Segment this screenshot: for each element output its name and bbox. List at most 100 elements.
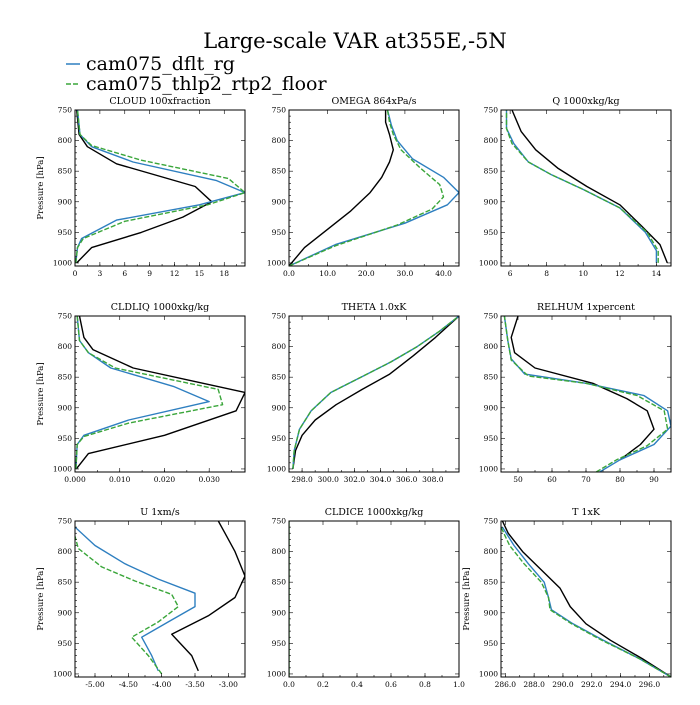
y-tick-label: 800 bbox=[272, 547, 287, 556]
x-tick-label: 30.0 bbox=[397, 269, 414, 278]
y-axis-label: Pressure [hPa] bbox=[36, 567, 46, 630]
x-tick-label: 292.0 bbox=[581, 680, 603, 689]
y-tick-label: 900 bbox=[484, 197, 499, 206]
series-line-3 bbox=[75, 316, 224, 469]
panel-title: CLOUD 100xfraction bbox=[109, 96, 210, 107]
panel-6: RELHUM 1xpercent 50 60 70 80 90 750 800 850 900 95… bbox=[479, 302, 672, 484]
x-tick-label: -4.50 bbox=[119, 680, 138, 689]
series-line-2 bbox=[501, 526, 671, 677]
y-tick-label: 950 bbox=[272, 639, 287, 648]
x-tick-label: 0.2 bbox=[317, 680, 329, 689]
y-tick-label: 1000 bbox=[53, 669, 72, 678]
x-tick-label: 10.0 bbox=[319, 269, 336, 278]
y-tick-label: 900 bbox=[484, 608, 499, 617]
y-tick-label: 750 bbox=[272, 517, 287, 526]
series-line-3 bbox=[292, 316, 459, 469]
x-tick-label: 290.0 bbox=[552, 680, 574, 689]
series-line-3 bbox=[503, 316, 669, 472]
series-line-1 bbox=[510, 316, 655, 461]
y-tick-label: 750 bbox=[484, 312, 499, 321]
y-tick-label: 950 bbox=[58, 434, 73, 443]
y-tick-label: 750 bbox=[58, 517, 73, 526]
panel-4: CLDLIQ 1000xkg/kg Pressure [hPa] 0.000 0.01… bbox=[36, 302, 246, 484]
x-tick-label: 70 bbox=[581, 475, 591, 484]
y-tick-label: 750 bbox=[58, 106, 73, 115]
x-tick-label: 50 bbox=[513, 475, 523, 484]
y-tick-label: 750 bbox=[484, 106, 499, 115]
y-tick-label: 900 bbox=[272, 403, 287, 412]
x-tick-label: 6 bbox=[508, 269, 513, 278]
series-line-1 bbox=[292, 316, 459, 469]
panel-8: CLDICE 1000xkg/kg 0.0 0.2 0.4 0.6 0.8 1.0 750 80… bbox=[267, 507, 465, 689]
x-tick-label: 0.000 bbox=[64, 475, 86, 484]
y-tick-label: 750 bbox=[272, 312, 287, 321]
y-tick-label: 800 bbox=[58, 342, 73, 351]
series-line-3 bbox=[289, 110, 445, 266]
x-tick-label: 302.0 bbox=[344, 475, 366, 484]
panel-7: U 1xm/s Pressure [hPa] -5.00 -4.50 -4.00 -3.5… bbox=[36, 507, 246, 689]
x-tick-label: 0.0 bbox=[283, 680, 295, 689]
x-tick-label: -4.00 bbox=[152, 680, 171, 689]
panel-title: CLDLIQ 1000xkg/kg bbox=[111, 302, 209, 313]
y-tick-label: 850 bbox=[58, 167, 73, 176]
x-tick-label: 0 bbox=[73, 269, 78, 278]
series-line-2 bbox=[505, 110, 658, 263]
x-tick-label: 296.0 bbox=[639, 680, 661, 689]
x-tick-label: 294.0 bbox=[610, 680, 632, 689]
plot-frame bbox=[74, 315, 246, 473]
legend-label-floor: cam075_thlp2_rtp2_floor bbox=[86, 73, 327, 95]
y-tick-label: 950 bbox=[272, 228, 287, 237]
y-tick-label: 800 bbox=[484, 136, 499, 145]
x-tick-label: 12 bbox=[615, 269, 625, 278]
x-tick-label: 288.0 bbox=[523, 680, 545, 689]
plot-frame bbox=[500, 109, 672, 267]
y-tick-label: 900 bbox=[58, 608, 73, 617]
x-tick-label: 0.8 bbox=[419, 680, 431, 689]
y-tick-label: 850 bbox=[272, 578, 287, 587]
x-tick-label: 14 bbox=[652, 269, 662, 278]
y-axis-label: Pressure [hPa] bbox=[36, 156, 46, 219]
y-tick-label: 850 bbox=[484, 578, 499, 587]
series-line-3 bbox=[75, 536, 179, 675]
panel-title: CLDICE 1000xkg/kg bbox=[325, 507, 424, 518]
x-tick-label: 18 bbox=[219, 269, 229, 278]
x-tick-label: 6 bbox=[122, 269, 127, 278]
series-line-1 bbox=[75, 316, 245, 470]
x-tick-label: 0.0 bbox=[283, 269, 295, 278]
x-tick-label: 1.0 bbox=[453, 680, 465, 689]
series-line-1 bbox=[171, 521, 245, 672]
series-line-2 bbox=[503, 316, 671, 472]
y-tick-label: 950 bbox=[272, 434, 287, 443]
series-line-3 bbox=[75, 110, 245, 263]
y-tick-label: 750 bbox=[484, 517, 499, 526]
y-tick-label: 1000 bbox=[267, 464, 286, 473]
y-tick-label: 1000 bbox=[267, 669, 286, 678]
x-tick-label: 0.020 bbox=[154, 475, 176, 484]
series-line-1 bbox=[501, 521, 671, 677]
legend-label-dflt: cam075_dflt_rg bbox=[86, 53, 235, 75]
panel-5: THETA 1.0xK 298.0 300.0 302.0 304.0 306.0 308.… bbox=[267, 302, 460, 484]
y-tick-label: 950 bbox=[484, 434, 499, 443]
x-tick-label: 0.030 bbox=[198, 475, 220, 484]
x-tick-label: 8 bbox=[544, 269, 549, 278]
panel-title: Q 1000xkg/kg bbox=[552, 96, 619, 107]
y-tick-label: 850 bbox=[484, 167, 499, 176]
panel-3: Q 1000xkg/kg 6 8 10 12 14 750 800 850 900 950 1000 bbox=[479, 96, 672, 278]
panel-title: THETA 1.0xK bbox=[342, 302, 408, 313]
plot-frame bbox=[74, 109, 246, 267]
y-tick-label: 1000 bbox=[479, 464, 498, 473]
y-tick-label: 900 bbox=[272, 608, 287, 617]
x-tick-label: 3 bbox=[97, 269, 102, 278]
y-tick-label: 850 bbox=[272, 373, 287, 382]
y-tick-label: 850 bbox=[272, 167, 287, 176]
y-tick-label: 800 bbox=[58, 547, 73, 556]
y-tick-label: 900 bbox=[58, 403, 73, 412]
x-tick-label: 9 bbox=[147, 269, 152, 278]
panel-1: CLOUD 100xfraction Pressure [hPa] 0 3 6 9 12 15… bbox=[36, 96, 246, 278]
x-tick-label: -5.00 bbox=[85, 680, 104, 689]
x-tick-label: -3.00 bbox=[219, 680, 238, 689]
x-tick-label: 0.010 bbox=[109, 475, 131, 484]
y-tick-label: 1000 bbox=[267, 258, 286, 267]
y-tick-label: 800 bbox=[484, 342, 499, 351]
